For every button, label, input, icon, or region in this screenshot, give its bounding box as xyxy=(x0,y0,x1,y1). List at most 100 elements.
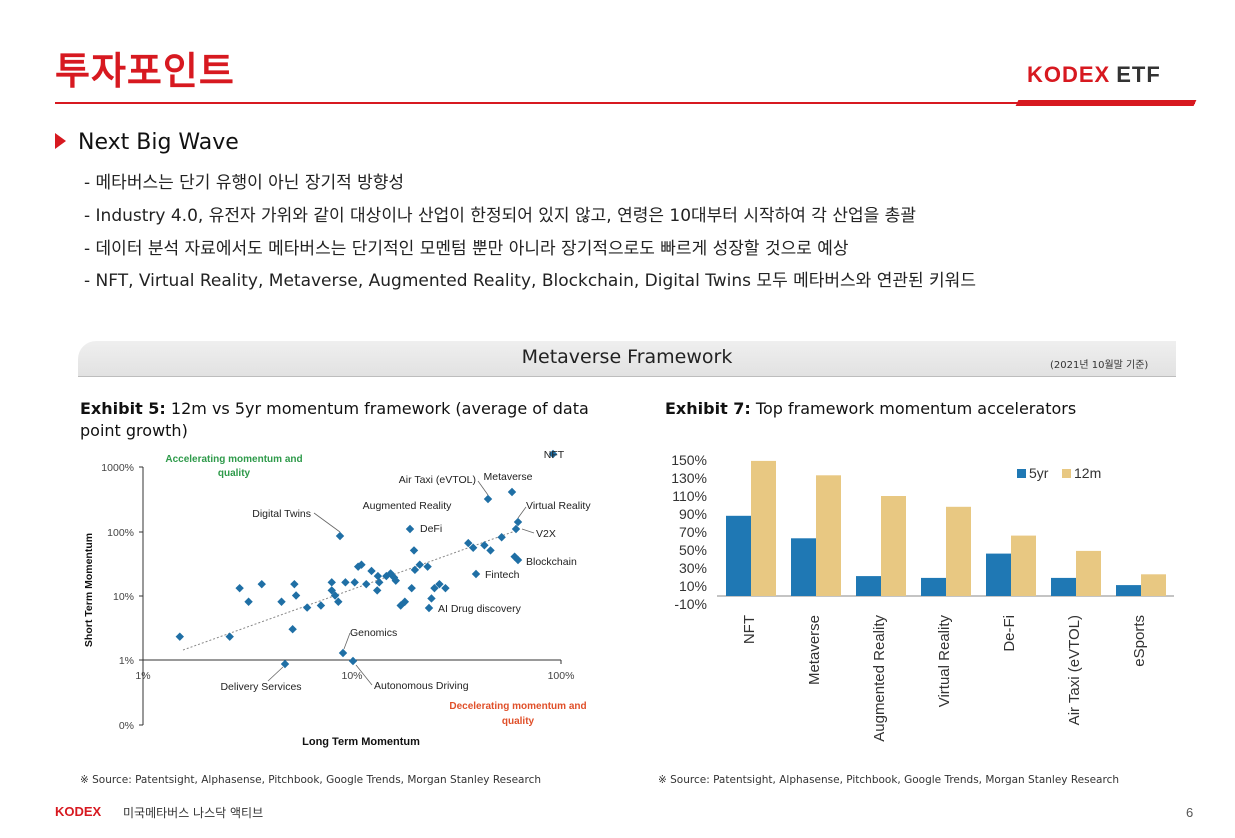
bar-12m xyxy=(1076,550,1101,596)
data-point xyxy=(486,546,495,555)
momentum-scatter-chart: 1000% 100% 10% 1% 0% 1% 10% 100% Long Term Momen… xyxy=(83,449,591,748)
exhibit5-source: ※ Source: Patentsight, Alphasense, Pitch… xyxy=(80,774,542,786)
data-point xyxy=(175,632,185,641)
y-tick-label: 0% xyxy=(119,720,134,732)
data-point-autonomous-driving xyxy=(348,656,358,666)
data-point xyxy=(372,586,382,595)
bar-12m xyxy=(946,506,971,596)
leader-line xyxy=(477,480,489,496)
logo-suffix: ETF xyxy=(1116,62,1161,87)
data-point xyxy=(430,583,439,593)
decelerating-label-line2: quality xyxy=(502,716,535,727)
data-point-nft xyxy=(548,449,558,459)
bar-5yr xyxy=(986,553,1011,596)
bar-12m xyxy=(1141,574,1166,596)
point-label: Metaverse xyxy=(483,471,532,483)
data-point xyxy=(288,625,297,634)
logo-brand: KODEX xyxy=(1027,62,1111,87)
bar-5yr xyxy=(726,515,751,596)
data-point xyxy=(225,632,234,641)
data-point-blockchain xyxy=(513,555,523,565)
data-point xyxy=(350,578,359,587)
bar-12m xyxy=(816,475,841,596)
accelerating-label-line1: Accelerating momentum and xyxy=(165,454,302,465)
kodex-etf-logo: KODEX ETF xyxy=(1027,62,1161,88)
bar-12m xyxy=(1011,535,1036,596)
leader-line xyxy=(355,664,373,686)
leader-line xyxy=(517,506,527,519)
point-label: Virtual Reality xyxy=(526,500,591,512)
data-point-ai-drug-discovery xyxy=(424,603,434,613)
data-point xyxy=(427,594,436,603)
point-label: AI Drug discovery xyxy=(438,603,522,615)
x-axis-title: Long Term Momentum xyxy=(302,736,420,748)
exhibit7-title-text: Top framework momentum accelerators xyxy=(755,399,1077,418)
data-point xyxy=(235,583,244,593)
point-label: Autonomous Driving xyxy=(374,680,469,692)
leader-line xyxy=(267,666,284,682)
bullet-item: - NFT, Virtual Reality, Metaverse, Augme… xyxy=(84,271,976,291)
leader-line xyxy=(313,512,341,533)
legend-swatch-5yr xyxy=(1017,469,1026,478)
y-tick-label: 150% xyxy=(671,452,707,468)
arrow-icon xyxy=(55,133,66,149)
category-label: NFT xyxy=(741,615,758,644)
accelerating-label-line2: quality xyxy=(218,468,251,479)
legend-swatch-12m xyxy=(1062,469,1071,478)
data-point-augmented-reality xyxy=(405,524,415,534)
category-label: Virtual Reality xyxy=(936,615,953,708)
data-point xyxy=(391,576,400,585)
data-point xyxy=(407,583,416,593)
point-label: Fintech xyxy=(485,569,520,581)
bar-12m xyxy=(751,460,776,596)
data-point xyxy=(316,601,326,610)
data-point xyxy=(480,541,489,550)
x-tick-label: 1% xyxy=(135,670,150,682)
data-point xyxy=(257,579,266,589)
y-tick-label: 90% xyxy=(679,506,707,522)
data-point-metaverse xyxy=(507,487,517,497)
framework-banner xyxy=(78,341,1176,377)
data-point xyxy=(291,591,301,600)
header-divider xyxy=(55,102,1195,104)
y-axis-title: Short Term Momentum xyxy=(83,533,95,647)
data-point xyxy=(409,546,419,555)
data-point xyxy=(290,579,299,589)
point-label: V2X xyxy=(536,528,556,540)
footer-logo: KODEX xyxy=(55,804,102,819)
decelerating-label-line1: Decelerating momentum and xyxy=(449,701,586,712)
y-tick-label: 10% xyxy=(113,591,134,603)
point-label: DeFi xyxy=(420,523,442,535)
bar-12m xyxy=(881,496,906,596)
data-point xyxy=(373,571,383,581)
y-tick-label: 70% xyxy=(679,524,707,540)
y-tick-label: 130% xyxy=(671,470,707,486)
exhibit7-label: Exhibit 7: xyxy=(665,399,751,418)
y-tick-label: 1000% xyxy=(101,462,134,474)
data-point-v2x xyxy=(511,524,521,534)
date-note: (2021년 10월말 기준) xyxy=(1050,360,1149,371)
data-point xyxy=(277,597,286,606)
data-point xyxy=(367,566,376,576)
data-point xyxy=(341,578,350,587)
framework-banner-title: Metaverse Framework xyxy=(521,346,733,368)
data-point xyxy=(244,597,253,606)
exhibit5-title: Exhibit 5: 12m vs 5yr momentum framework… xyxy=(80,398,600,442)
data-point-delivery-services xyxy=(280,659,290,669)
momentum-bar-chart: 150% 130% 110% 90% 70% 50% 30% 10% -10% NFT Metave… xyxy=(671,452,1174,742)
bullet-item: - 메타버스는 단기 유행이 아닌 장기적 방향성 xyxy=(84,173,405,193)
category-label: Augmented Reality xyxy=(871,615,888,742)
data-point xyxy=(375,578,384,587)
data-point-digital-twins xyxy=(335,531,345,541)
data-point xyxy=(327,578,336,587)
data-point-air-taxi-evtol- xyxy=(483,494,493,504)
point-label: Genomics xyxy=(350,627,397,639)
x-tick-label: 100% xyxy=(548,670,575,682)
footer-fund-name: 미국메타버스 나스닥 액티브 xyxy=(123,806,264,820)
bullet-item: - 데이터 분석 자료에서도 메타버스는 단기적인 모멘텀 뿐만 아니라 장기적… xyxy=(84,239,849,259)
data-point-fintech xyxy=(471,569,481,579)
y-tick-label: -10% xyxy=(674,596,707,612)
exhibit5-label: Exhibit 5: xyxy=(80,399,166,418)
y-tick-label: 110% xyxy=(672,488,707,504)
bullet-item: - Industry 4.0, 유전자 가위와 같이 대상이나 산업이 한정되어… xyxy=(84,206,916,226)
